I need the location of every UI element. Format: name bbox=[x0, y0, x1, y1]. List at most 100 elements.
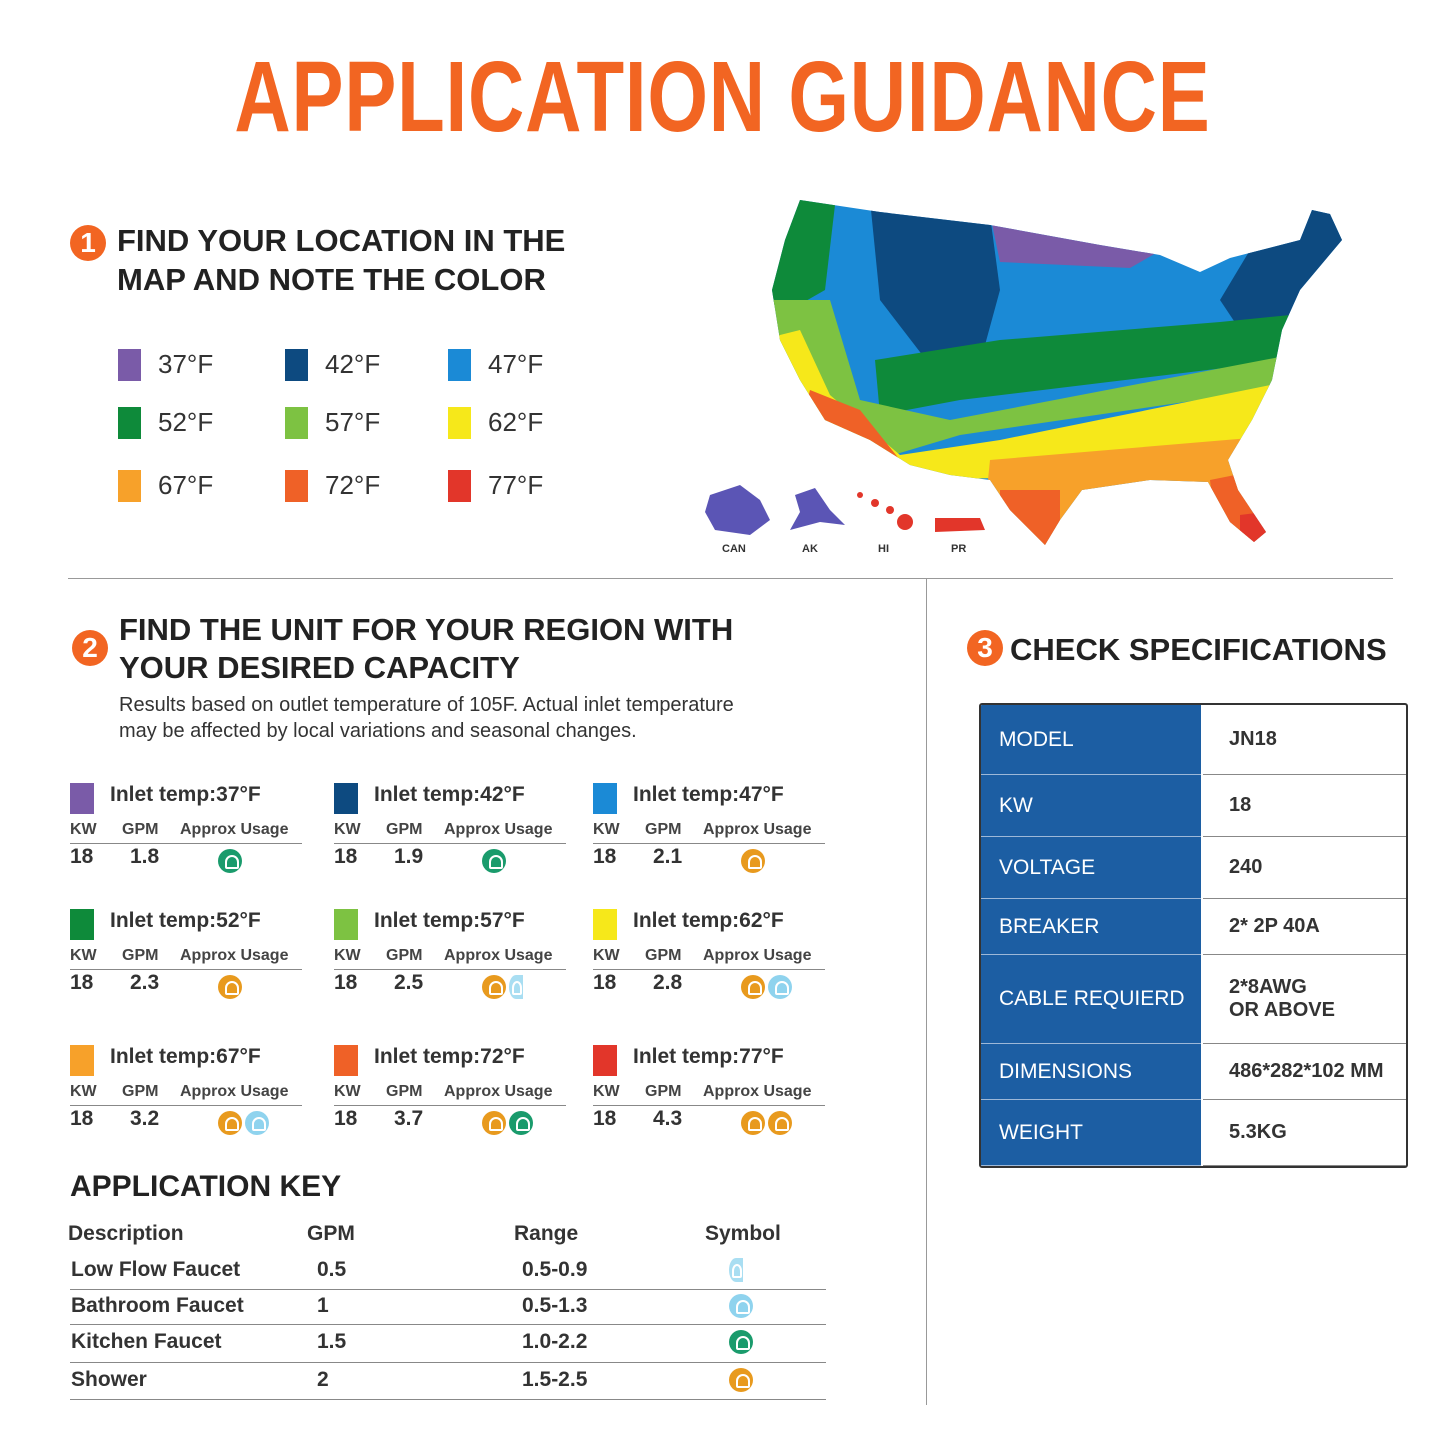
unit-label: Inlet temp:37°F bbox=[110, 783, 261, 806]
column-header: GPM bbox=[386, 821, 423, 838]
map-label: PR bbox=[951, 543, 966, 555]
spec-value: 18 bbox=[1203, 775, 1406, 837]
unit-label: Inlet temp:77°F bbox=[633, 1045, 784, 1068]
usage-icon bbox=[218, 975, 242, 999]
key-symbol bbox=[729, 1258, 743, 1287]
key-range: 0.5-1.3 bbox=[522, 1294, 588, 1317]
usage-icons bbox=[741, 1111, 792, 1135]
spec-label: BREAKER bbox=[981, 899, 1201, 955]
unit: Inlet temp:77°F KW GPM Approx Usage 18 4.3 bbox=[593, 1045, 833, 1165]
usage-icon bbox=[482, 1111, 506, 1135]
unit: Inlet temp:52°F KW GPM Approx Usage 18 2.3 bbox=[70, 909, 310, 1029]
step-number: 2 bbox=[72, 630, 108, 666]
unit: Inlet temp:47°F KW GPM Approx Usage 18 2.1 bbox=[593, 783, 833, 903]
divider bbox=[68, 578, 1393, 579]
spec-label: MODEL bbox=[981, 705, 1201, 775]
key-header: Symbol bbox=[705, 1222, 781, 1245]
usage-icons bbox=[482, 975, 523, 999]
key-gpm: 0.5 bbox=[317, 1258, 347, 1281]
spec-label: CABLE REQUIERD bbox=[981, 955, 1201, 1044]
legend-swatch bbox=[448, 470, 471, 502]
key-description: Kitchen Faucet bbox=[71, 1330, 222, 1353]
unit: Inlet temp:42°F KW GPM Approx Usage 18 1.9 bbox=[334, 783, 574, 903]
usage-icons bbox=[482, 1111, 533, 1135]
temperature-map: CAN AK HI PR bbox=[705, 200, 1342, 555]
usage-icon bbox=[482, 849, 506, 873]
key-symbol bbox=[729, 1330, 753, 1359]
column-header: Approx Usage bbox=[703, 1083, 812, 1100]
map-label: AK bbox=[802, 543, 818, 555]
column-header: KW bbox=[593, 947, 620, 964]
legend-swatch bbox=[118, 349, 141, 381]
kw-value: 18 bbox=[334, 971, 358, 994]
column-header: GPM bbox=[122, 947, 159, 964]
rule bbox=[334, 1105, 566, 1106]
unit-swatch bbox=[334, 909, 358, 940]
key-header: Description bbox=[68, 1222, 184, 1245]
unit-swatch bbox=[334, 1045, 358, 1076]
unit-swatch bbox=[70, 909, 94, 940]
usage-icons bbox=[741, 975, 792, 999]
unit: Inlet temp:57°F KW GPM Approx Usage 18 2.5 bbox=[334, 909, 574, 1029]
rule bbox=[70, 1399, 826, 1400]
gpm-value: 2.1 bbox=[653, 845, 683, 868]
step-number: 3 bbox=[967, 630, 1003, 666]
column-header: Approx Usage bbox=[444, 821, 553, 838]
column-header: Approx Usage bbox=[703, 947, 812, 964]
key-range: 1.0-2.2 bbox=[522, 1330, 588, 1353]
rule bbox=[593, 969, 825, 970]
usage-icon bbox=[482, 975, 506, 999]
legend-swatch bbox=[285, 349, 308, 381]
heading-line: FIND YOUR LOCATION IN THE bbox=[117, 223, 566, 258]
usage-icons bbox=[218, 1111, 269, 1135]
legend-label: 67°F bbox=[158, 470, 214, 500]
spec-value-line: OR ABOVE bbox=[1229, 999, 1335, 1021]
kw-value: 18 bbox=[334, 845, 358, 868]
legend-label: 57°F bbox=[325, 407, 381, 437]
rule bbox=[70, 1324, 826, 1325]
usage-icon bbox=[768, 975, 792, 999]
gpm-value: 3.2 bbox=[130, 1107, 160, 1130]
rule bbox=[70, 1105, 302, 1106]
map-regions bbox=[772, 200, 1342, 545]
usage-icon bbox=[509, 1111, 533, 1135]
usage-icons bbox=[218, 849, 242, 873]
usage-icon bbox=[729, 1330, 753, 1354]
legend-swatch bbox=[285, 407, 308, 439]
key-symbol bbox=[729, 1294, 753, 1323]
column-header: GPM bbox=[122, 821, 159, 838]
column-header: GPM bbox=[386, 947, 423, 964]
spec-value: 240 bbox=[1203, 837, 1406, 899]
key-gpm: 1.5 bbox=[317, 1330, 347, 1353]
legend-label: 72°F bbox=[325, 470, 381, 500]
spec-label: DIMENSIONS bbox=[981, 1044, 1201, 1100]
usage-icons bbox=[741, 849, 765, 873]
gpm-value: 2.3 bbox=[130, 971, 160, 994]
legend-swatch bbox=[285, 470, 308, 502]
gpm-value: 4.3 bbox=[653, 1107, 683, 1130]
legend-label: 47°F bbox=[488, 349, 544, 379]
key-gpm: 1 bbox=[317, 1294, 329, 1317]
usage-icon bbox=[245, 1111, 269, 1135]
usage-icon bbox=[741, 1111, 765, 1135]
kw-value: 18 bbox=[593, 971, 617, 994]
unit-label: Inlet temp:42°F bbox=[374, 783, 525, 806]
kw-value: 18 bbox=[70, 845, 94, 868]
column-header: KW bbox=[334, 1083, 361, 1100]
kw-value: 18 bbox=[334, 1107, 358, 1130]
usage-icons bbox=[482, 849, 506, 873]
column-header: Approx Usage bbox=[444, 1083, 553, 1100]
kw-value: 18 bbox=[593, 1107, 617, 1130]
usage-icon bbox=[741, 975, 765, 999]
legend-label: 62°F bbox=[488, 407, 544, 437]
usage-icon bbox=[729, 1294, 753, 1318]
unit-swatch bbox=[334, 783, 358, 814]
rule bbox=[593, 843, 825, 844]
note-line: may be affected by local variations and … bbox=[119, 720, 637, 742]
legend-label: 42°F bbox=[325, 349, 381, 379]
key-description: Bathroom Faucet bbox=[71, 1294, 244, 1317]
key-range: 1.5-2.5 bbox=[522, 1368, 588, 1391]
heading-line: MAP AND NOTE THE COLOR bbox=[117, 262, 546, 297]
spec-value: 2*8AWG OR ABOVE bbox=[1203, 955, 1406, 1044]
unit-label: Inlet temp:67°F bbox=[110, 1045, 261, 1068]
